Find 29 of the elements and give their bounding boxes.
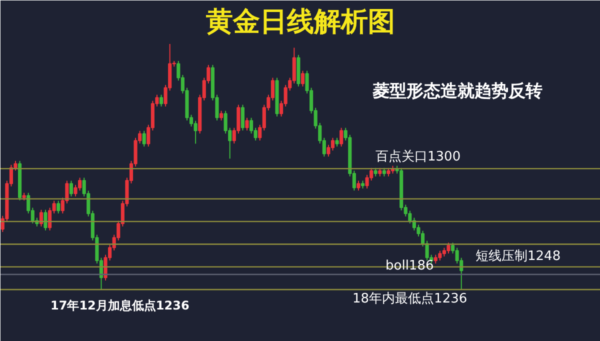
ref-line-label: 18年内最低点1236 bbox=[352, 292, 468, 307]
candlestick bbox=[56, 200, 60, 214]
candlestick bbox=[340, 127, 344, 148]
ref-line-label: boll186 bbox=[386, 258, 434, 274]
candlestick bbox=[240, 104, 245, 131]
candlestick bbox=[250, 117, 254, 134]
candlestick bbox=[69, 180, 74, 197]
candlestick bbox=[446, 242, 450, 254]
annotation: 菱型形态造就趋势反转 bbox=[372, 82, 542, 102]
ref-line-label: 百点关口1300 bbox=[376, 150, 461, 165]
candlestick bbox=[142, 130, 146, 148]
candlestick bbox=[159, 94, 164, 107]
candlestick bbox=[330, 137, 335, 151]
candlestick bbox=[44, 209, 48, 231]
candlestick bbox=[48, 207, 52, 231]
candlestick bbox=[408, 210, 412, 224]
candlestick bbox=[300, 70, 305, 87]
candlestick bbox=[219, 110, 224, 121]
candlestick bbox=[356, 180, 360, 192]
candlestick bbox=[39, 209, 44, 227]
candlestick bbox=[245, 117, 249, 131]
candlestick bbox=[438, 250, 442, 261]
candlestick bbox=[74, 184, 78, 197]
chart-title: 黄金日线解析图 bbox=[205, 6, 395, 38]
candlestick bbox=[194, 120, 198, 144]
ref-line-label: 短线压制1248 bbox=[476, 248, 561, 264]
annotation: 17年12月加息低点1236 bbox=[50, 298, 190, 313]
candlestick bbox=[365, 174, 369, 189]
candlestick bbox=[326, 144, 330, 158]
